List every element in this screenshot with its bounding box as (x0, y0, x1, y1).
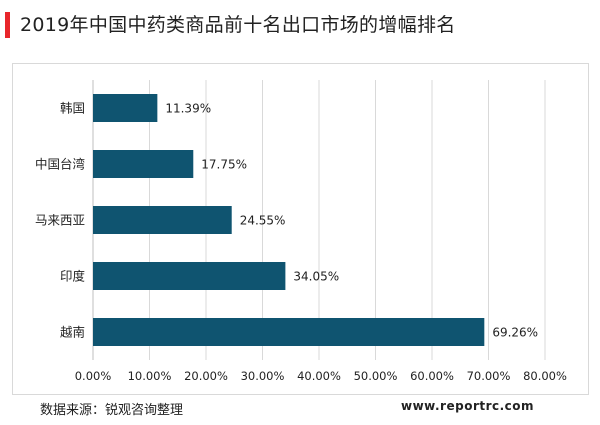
x-tick-label: 10.00% (128, 369, 172, 383)
data-label: 34.05% (293, 270, 339, 284)
x-tick-label: 0.00% (75, 369, 112, 383)
x-tick-label: 70.00% (467, 369, 511, 383)
chart-title: 2019年中国中药类商品前十名出口市场的增幅排名 (20, 14, 456, 36)
data-label: 69.26% (492, 326, 538, 340)
x-tick-label: 80.00% (523, 369, 567, 383)
category-label: 印度 (60, 269, 86, 284)
x-tick-label: 40.00% (297, 369, 341, 383)
category-label: 韩国 (60, 101, 85, 116)
x-tick-label: 20.00% (184, 369, 228, 383)
website-label: www.reportrc.com (401, 399, 535, 413)
bar (93, 206, 232, 234)
bar (93, 262, 286, 290)
x-tick-label: 60.00% (410, 369, 454, 383)
title-accent-bar (5, 12, 10, 38)
bar (93, 318, 485, 346)
category-label: 中国台湾 (35, 157, 85, 172)
x-tick-label: 50.00% (354, 369, 398, 383)
x-tick-label: 30.00% (241, 369, 285, 383)
category-label: 马来西亚 (35, 213, 85, 228)
data-label: 24.55% (240, 214, 286, 228)
bar (93, 94, 158, 122)
category-label: 越南 (60, 325, 85, 340)
data-label: 17.75% (201, 158, 247, 172)
data-source: 数据来源：锐观咨询整理 (40, 403, 184, 418)
bar (93, 150, 194, 178)
data-label: 11.39% (165, 102, 211, 116)
